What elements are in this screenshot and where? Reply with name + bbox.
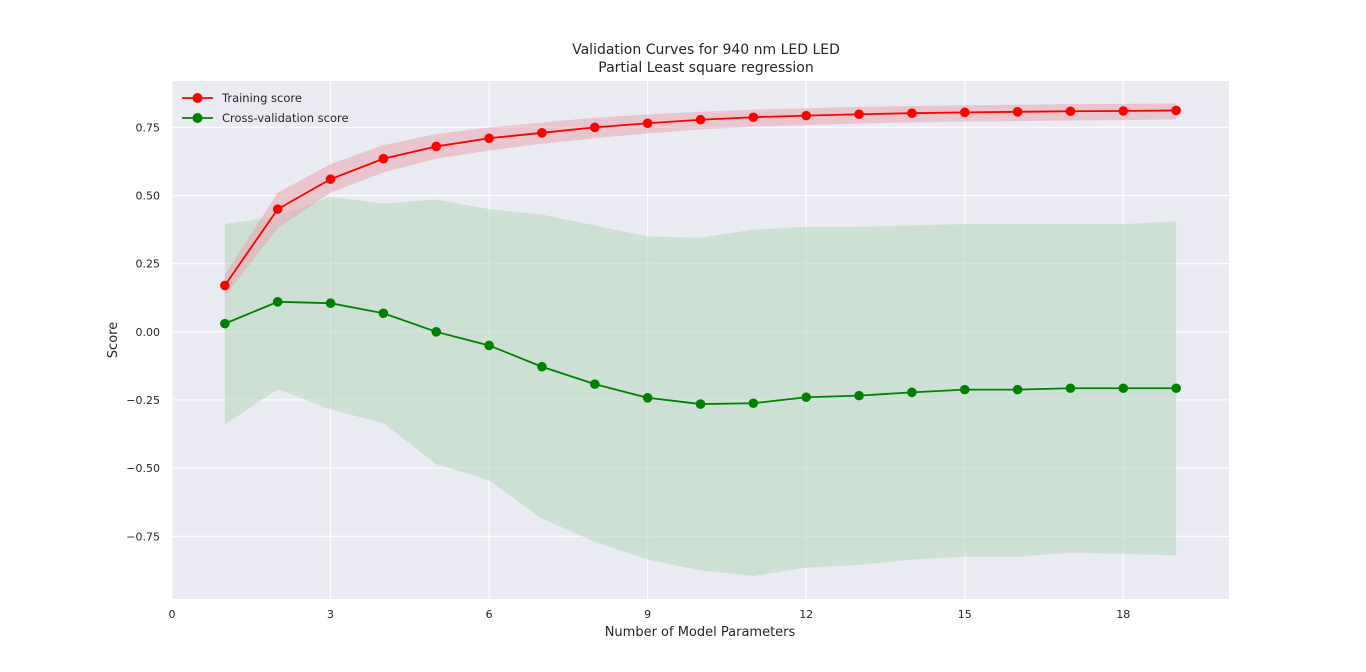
cross-validation-score-point bbox=[642, 392, 653, 403]
y-tick-label: 0.25 bbox=[136, 258, 161, 271]
y-tick-label: 0.50 bbox=[136, 190, 161, 203]
training-score-point bbox=[272, 204, 283, 214]
y-axis-label: Score bbox=[106, 322, 121, 358]
cross-validation-score-point bbox=[1012, 384, 1023, 395]
cross-validation-score-point bbox=[272, 297, 283, 307]
x-tick-label: 12 bbox=[799, 608, 813, 621]
training-score-point bbox=[907, 108, 917, 118]
y-tick-label: 0.00 bbox=[136, 326, 161, 339]
cross-validation-score-point bbox=[378, 308, 389, 319]
x-tick-label: 6 bbox=[486, 608, 493, 621]
chart-title: Validation Curves for 940 nm LED LED bbox=[572, 42, 840, 58]
series-markers bbox=[220, 105, 1181, 409]
training-score-point bbox=[1012, 107, 1023, 117]
training-score-point bbox=[1118, 106, 1129, 116]
training-score-point bbox=[642, 118, 653, 129]
training-score-point bbox=[1065, 106, 1076, 117]
cross-validation-score-point bbox=[431, 327, 442, 337]
cross-validation-score-point bbox=[325, 298, 336, 308]
confidence-bands bbox=[224, 103, 1177, 576]
cross-validation-score-point bbox=[220, 318, 230, 329]
cross-validation-score-point bbox=[1065, 383, 1076, 394]
legend: Training score Cross-validation score bbox=[182, 91, 349, 125]
cross-validation-score-point bbox=[801, 392, 811, 403]
y-tick-label: −0.25 bbox=[126, 394, 160, 407]
tick-labels: 0 3 6 9 12 15 18 −0.75 −0.50 −0.25 0.00 0.25 0.50 0.7… bbox=[126, 121, 1130, 621]
cross-validation-score-point bbox=[484, 340, 494, 351]
training-score-point bbox=[801, 110, 811, 121]
training-score-point bbox=[854, 109, 864, 120]
cross-validation-score-point bbox=[590, 379, 600, 389]
cross-validation-score-point bbox=[1171, 383, 1181, 394]
training-score-point bbox=[590, 122, 600, 133]
legend-cv-marker bbox=[192, 113, 203, 123]
cross-validation-score-point bbox=[748, 398, 759, 409]
cross-validation-score-point bbox=[959, 384, 970, 395]
training-score-point bbox=[959, 107, 970, 118]
training-score-band bbox=[224, 103, 1177, 297]
legend-training-marker bbox=[192, 93, 203, 103]
cross-validation-score-point bbox=[907, 387, 917, 398]
training-score-point bbox=[695, 114, 706, 125]
legend-training-label: Training score bbox=[221, 91, 302, 105]
training-score-point bbox=[1171, 105, 1181, 116]
chart-subtitle: Partial Least square regression bbox=[598, 60, 814, 76]
x-axis-label: Number of Model Parameters bbox=[605, 625, 796, 640]
cross-validation-score-point bbox=[854, 390, 864, 401]
x-tick-label: 0 bbox=[169, 608, 176, 621]
training-score-point bbox=[484, 133, 494, 144]
training-score-point bbox=[431, 141, 442, 152]
y-tick-label: −0.50 bbox=[126, 462, 160, 475]
cross-validation-score-band bbox=[224, 196, 1177, 576]
x-tick-label: 9 bbox=[644, 608, 651, 621]
y-tick-label: −0.75 bbox=[126, 530, 160, 543]
training-score-point bbox=[325, 174, 336, 184]
training-score-point bbox=[378, 153, 389, 164]
cross-validation-score-point bbox=[1118, 383, 1129, 394]
training-score-point bbox=[748, 112, 759, 123]
legend-cv-label: Cross-validation score bbox=[222, 111, 349, 125]
cross-validation-score-point bbox=[695, 399, 706, 409]
x-tick-label: 18 bbox=[1116, 608, 1130, 621]
x-tick-label: 15 bbox=[958, 608, 972, 621]
x-tick-label: 3 bbox=[327, 608, 334, 621]
y-tick-label: 0.75 bbox=[136, 121, 161, 134]
training-score-point bbox=[220, 280, 230, 291]
training-score-point bbox=[537, 128, 547, 138]
cross-validation-score-point bbox=[537, 361, 547, 372]
